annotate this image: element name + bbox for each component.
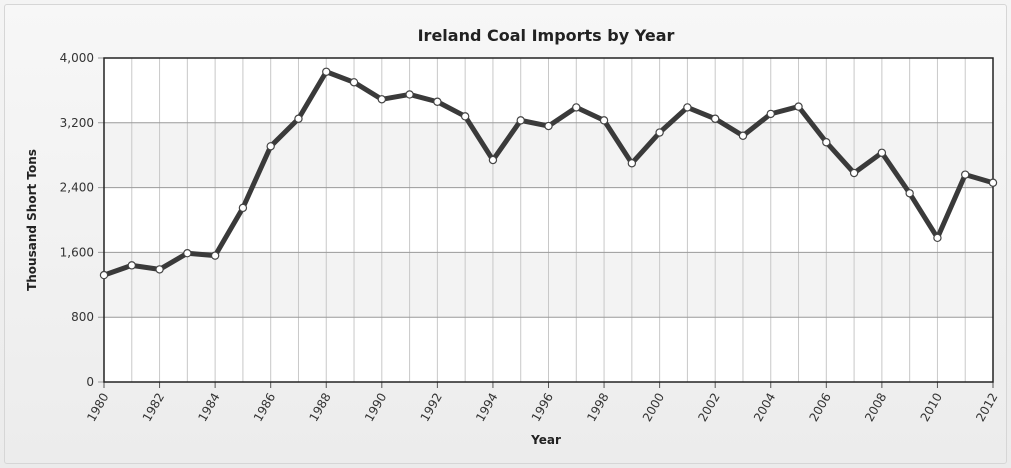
data-point[interactable] bbox=[683, 103, 692, 112]
data-point[interactable] bbox=[905, 189, 914, 198]
x-tick-label: 1990 bbox=[362, 391, 389, 424]
plot-border bbox=[103, 57, 994, 383]
x-tick-label: 1992 bbox=[418, 391, 445, 424]
data-point[interactable] bbox=[349, 78, 359, 87]
x-axis-title: Year bbox=[530, 433, 561, 447]
data-point[interactable] bbox=[766, 109, 775, 119]
x-tick-label: 2004 bbox=[751, 391, 778, 424]
x-tick-label: 2010 bbox=[918, 391, 945, 424]
x-tick-label: 2006 bbox=[807, 391, 834, 424]
y-tick-label: 3,200 bbox=[60, 116, 94, 130]
x-tick-label: 1998 bbox=[584, 391, 611, 424]
data-point[interactable] bbox=[988, 178, 998, 187]
data-point[interactable] bbox=[377, 95, 387, 104]
data-point[interactable] bbox=[516, 116, 525, 125]
y-tick-label: 4,000 bbox=[60, 51, 94, 65]
x-tick-label: 1982 bbox=[140, 391, 167, 424]
data-point[interactable] bbox=[877, 148, 887, 157]
data-point[interactable] bbox=[738, 131, 748, 140]
data-point[interactable] bbox=[238, 203, 248, 213]
x-tick-label: 1988 bbox=[306, 391, 333, 424]
y-tick-label: 1,600 bbox=[60, 245, 94, 259]
data-point[interactable] bbox=[210, 251, 220, 260]
data-point[interactable] bbox=[183, 249, 192, 258]
x-tick-label: 2012 bbox=[973, 391, 1000, 424]
x-tick-label: 1996 bbox=[529, 391, 556, 424]
data-point[interactable] bbox=[710, 114, 720, 123]
data-point[interactable] bbox=[933, 233, 942, 243]
data-point[interactable] bbox=[961, 170, 970, 179]
data-point[interactable] bbox=[433, 97, 442, 106]
chart-title: Ireland Coal Imports by Year bbox=[418, 26, 675, 45]
data-point[interactable] bbox=[572, 103, 581, 112]
data-point[interactable] bbox=[849, 168, 859, 178]
x-tick-label: 2002 bbox=[695, 391, 722, 424]
x-tick-label: 2000 bbox=[640, 391, 667, 424]
data-point[interactable] bbox=[99, 270, 109, 280]
data-point[interactable] bbox=[627, 159, 637, 168]
x-tick-label: 1994 bbox=[473, 391, 500, 424]
x-tick-label: 2008 bbox=[862, 391, 889, 424]
data-point[interactable] bbox=[822, 138, 831, 147]
data-point[interactable] bbox=[794, 102, 803, 111]
x-tick-label: 1986 bbox=[251, 391, 278, 424]
y-tick-label: 2,400 bbox=[60, 181, 94, 195]
x-tick-label: 1984 bbox=[195, 391, 222, 424]
data-point[interactable] bbox=[405, 90, 414, 99]
data-point[interactable] bbox=[544, 121, 553, 131]
data-point[interactable] bbox=[655, 128, 664, 137]
y-axis-title: Thousand Short Tons bbox=[25, 149, 39, 291]
data-point[interactable] bbox=[155, 265, 164, 274]
data-point[interactable] bbox=[266, 142, 275, 151]
y-tick-label: 800 bbox=[71, 310, 94, 324]
y-tick-label: 0 bbox=[86, 375, 94, 389]
data-point[interactable] bbox=[127, 261, 136, 270]
data-point[interactable] bbox=[599, 116, 609, 125]
data-point[interactable] bbox=[460, 112, 470, 121]
data-point[interactable] bbox=[322, 67, 331, 76]
x-tick-label: 1980 bbox=[84, 391, 111, 424]
data-point[interactable] bbox=[294, 114, 303, 123]
data-point[interactable] bbox=[488, 155, 498, 165]
